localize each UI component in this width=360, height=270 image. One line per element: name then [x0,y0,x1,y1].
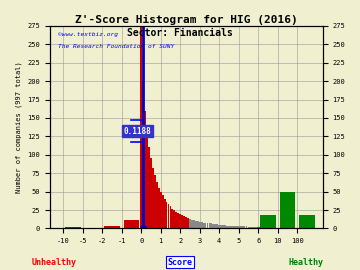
Bar [232,225,234,228]
Bar [267,227,269,228]
Text: Healthy: Healthy [288,258,324,266]
Bar [148,147,150,228]
Bar [218,225,220,228]
Bar [164,199,166,228]
Bar [175,211,177,228]
Bar [226,225,228,228]
Bar [265,227,267,228]
Bar [171,209,173,228]
Bar [244,226,246,228]
Y-axis label: Number of companies (997 total): Number of companies (997 total) [15,61,22,193]
Bar [154,176,156,228]
Bar [150,158,152,228]
Bar [170,206,171,228]
Bar [222,225,224,228]
Bar [189,219,191,228]
Bar [156,182,158,228]
Bar [199,222,201,228]
Bar [261,227,263,228]
Bar [257,227,259,228]
Bar [197,221,199,228]
Text: Score: Score [167,258,193,266]
Bar [167,204,170,228]
Bar [208,223,210,228]
Bar [214,224,216,228]
Bar [224,225,226,228]
Bar [195,221,197,228]
Bar [185,217,187,228]
Bar [259,227,261,228]
Bar [230,225,232,228]
Bar [177,213,179,228]
Text: Unhealthy: Unhealthy [32,258,76,266]
Bar [249,227,251,228]
Bar [181,215,183,228]
Bar [234,226,236,228]
Bar [240,226,242,228]
Text: Sector: Financials: Sector: Financials [127,28,233,38]
Bar [146,133,148,228]
Bar [203,222,204,228]
Bar [220,225,222,228]
Bar [104,225,120,228]
Bar [65,227,81,228]
Bar [183,216,185,228]
Bar [238,226,240,228]
Bar [160,192,162,228]
Bar [174,210,175,228]
Bar [162,195,163,228]
Bar [187,218,189,228]
Bar [193,220,195,228]
Bar [246,226,247,228]
Bar [201,222,203,228]
Text: The Research Foundation of SUNY: The Research Foundation of SUNY [58,44,174,49]
Bar [144,110,146,228]
Bar [260,215,276,228]
Bar [158,188,159,228]
Bar [142,81,144,228]
Bar [299,215,315,228]
Bar [263,227,265,228]
Bar [191,220,193,228]
Bar [140,26,142,228]
Bar [248,227,249,228]
Bar [236,226,238,228]
Bar [123,220,139,228]
Bar [152,168,154,228]
Text: ©www.textbiz.org: ©www.textbiz.org [58,32,118,37]
Bar [216,224,218,228]
Bar [179,214,181,228]
Title: Z'-Score Histogram for HIG (2016): Z'-Score Histogram for HIG (2016) [75,15,297,25]
Bar [212,224,214,228]
Bar [228,225,230,228]
Bar [204,222,206,228]
Bar [166,202,167,228]
Bar [253,227,255,228]
Bar [251,227,253,228]
Bar [207,223,208,228]
Bar [255,227,257,228]
Bar [211,223,212,228]
Text: 0.1188: 0.1188 [124,127,152,136]
Bar [242,226,243,228]
Bar [280,192,295,228]
